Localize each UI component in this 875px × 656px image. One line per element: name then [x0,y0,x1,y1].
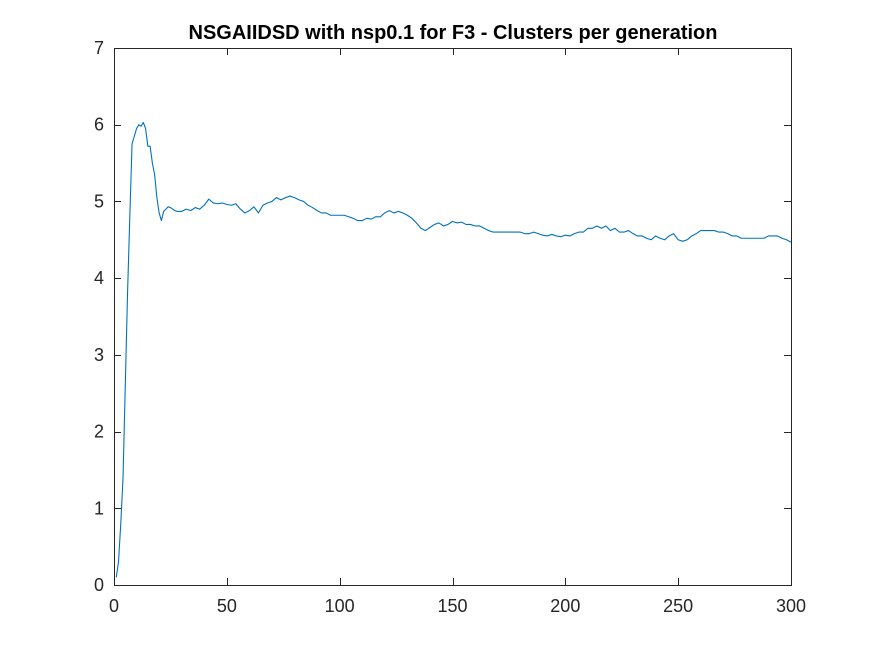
series-layer [115,121,792,578]
x-tick-label: 0 [109,596,119,616]
x-tick-label: 100 [325,596,355,616]
x-tick-label: 250 [663,596,693,616]
x-tick-label: 200 [550,596,580,616]
plot-area [114,48,791,585]
y-tick-label: 5 [94,191,104,211]
y-tick-label: 6 [94,115,104,135]
y-tick-label: 1 [94,498,104,518]
y-tick-label: 2 [94,422,104,442]
y-tick-label: 3 [94,345,104,365]
y-tick-label: 0 [94,575,104,595]
x-tick-label: 300 [776,596,806,616]
x-tick-label: 150 [437,596,467,616]
tick-labels: 0 50 100 150 200 250 300 0 1 2 3 4 5 6 7 [94,38,806,616]
y-tick-label: 7 [94,38,104,58]
series-line [115,121,792,578]
axes-box [114,48,792,586]
x-tick-label: 50 [217,596,237,616]
y-tick-label: 4 [94,268,104,288]
chart-title: NSGAIIDSD with nsp0.1 for F3 - Clusters … [189,22,718,44]
